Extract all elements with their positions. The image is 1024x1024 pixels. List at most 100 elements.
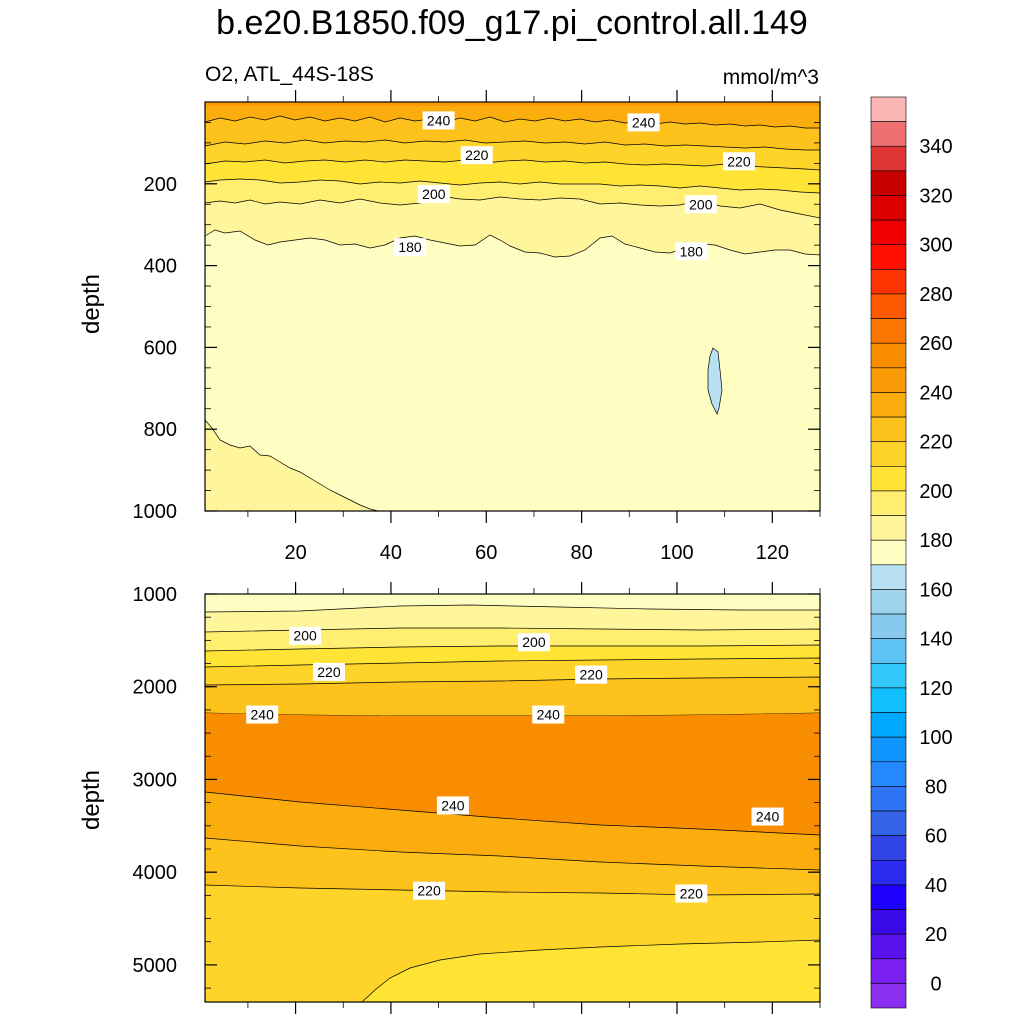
colorbar-box xyxy=(870,195,907,221)
colorbar-box xyxy=(870,859,907,886)
colorbar-box xyxy=(870,367,907,393)
contour-label-text: 220 xyxy=(579,667,603,683)
contour-label-text: 240 xyxy=(537,707,561,723)
contour-label-box xyxy=(675,884,708,903)
upper-deep-band xyxy=(204,419,379,512)
upper-xtick-label: 120 xyxy=(756,542,789,564)
colorbar-box xyxy=(870,244,907,270)
upper-xtick-label: 60 xyxy=(475,542,497,564)
colorbar-box xyxy=(870,170,907,196)
contour-label: 240 xyxy=(436,796,469,815)
chart-title: b.e20.B1850.f09_g17.pi_control.all.149 xyxy=(216,4,808,42)
colorbar-box xyxy=(870,736,907,763)
upper-low-oxygen-patch xyxy=(707,347,723,415)
contour-label: 220 xyxy=(413,881,446,900)
colorbar: 3403203002802602402202001801601401201008… xyxy=(870,96,953,1009)
contour-label-text: 240 xyxy=(632,114,656,130)
colorbar-box xyxy=(870,933,907,960)
contour-label-text: 180 xyxy=(398,239,422,255)
colorbar-box xyxy=(870,712,907,738)
lower-ytick-label: 1000 xyxy=(133,584,178,606)
lower-ytick-label: 3000 xyxy=(133,769,178,791)
colorbar-box xyxy=(870,269,907,295)
colorbar-box xyxy=(870,342,907,369)
colorbar-box xyxy=(870,318,907,344)
colorbar-box xyxy=(870,121,907,147)
colorbar-label: 280 xyxy=(919,284,952,306)
contour-label: 240 xyxy=(751,807,784,826)
contour-label-box xyxy=(246,705,279,724)
contour-label-box xyxy=(684,195,717,214)
colorbar-box xyxy=(870,515,907,541)
contour-label: 200 xyxy=(684,195,717,214)
contour-labels-layer: 240 240 220 220 200 200 180 180 200 200 220 220 240 2… xyxy=(246,111,784,903)
contour-label: 240 xyxy=(246,705,279,724)
upper-xtick-label: 20 xyxy=(284,542,306,564)
contour-label-box xyxy=(312,662,345,681)
lower-ytick-label: 4000 xyxy=(133,862,178,884)
contour-label-text: 240 xyxy=(441,797,465,813)
lower-frame xyxy=(204,593,821,1003)
colorbar-box xyxy=(870,466,907,492)
contour-label-text: 220 xyxy=(465,147,489,163)
upper-xtick-label: 100 xyxy=(660,542,693,564)
colorbar-label: 0 xyxy=(930,973,941,995)
contour-label-text: 240 xyxy=(251,707,275,723)
contour-label-box xyxy=(575,665,608,684)
contour-label-box xyxy=(722,152,755,171)
contour-label: 240 xyxy=(532,705,565,724)
contour-label-box xyxy=(289,626,322,645)
colorbar-label: 100 xyxy=(919,727,952,749)
colorbar-label: 20 xyxy=(925,924,947,946)
upper-ytick-label: 800 xyxy=(144,419,177,441)
upper-ytick-label: 400 xyxy=(144,256,177,278)
contour-label-text: 220 xyxy=(417,883,441,899)
upper-band-235 xyxy=(204,101,821,129)
colorbar-label: 340 xyxy=(919,136,952,158)
colorbar-box xyxy=(870,958,907,984)
colorbar-label: 80 xyxy=(925,776,947,798)
contour-label: 180 xyxy=(675,242,708,261)
colorbar-box xyxy=(870,490,907,516)
colorbar-box xyxy=(870,662,907,689)
contour-label-text: 240 xyxy=(756,809,780,825)
contour-label-box xyxy=(627,113,660,132)
colorbar-label: 160 xyxy=(919,579,952,601)
axes-layer: 200 400 600 800 1000 20 40 60 80 100 120 1000 2000 30… xyxy=(133,90,821,1014)
units-label: mmol/m^3 xyxy=(722,66,819,89)
chart-subtitle: O2, ATL_44S-18S xyxy=(205,63,374,86)
contour-label-box xyxy=(751,807,784,826)
contour-label-box xyxy=(394,238,426,257)
contour-label-box xyxy=(532,705,565,724)
colorbar-label: 180 xyxy=(919,530,952,552)
colorbar-label: 120 xyxy=(919,678,952,700)
contour-label-text: 220 xyxy=(727,153,751,169)
colorbar-label: 200 xyxy=(919,481,952,503)
colorbar-box xyxy=(870,564,907,590)
lower-ytick-label: 2000 xyxy=(133,677,178,699)
colorbar-label: 320 xyxy=(919,185,952,207)
upper-ytick-label: 600 xyxy=(144,337,177,359)
colorbar-box xyxy=(870,983,907,1009)
contour-label-text: 240 xyxy=(427,112,451,128)
colorbar-box xyxy=(870,761,907,787)
contour-label-box xyxy=(460,146,493,165)
colorbar-box xyxy=(870,392,907,418)
colorbar-box xyxy=(870,835,907,861)
contour-label-text: 200 xyxy=(422,186,446,202)
colorbar-label: 260 xyxy=(919,333,952,355)
colorbar-box xyxy=(870,687,907,713)
upper-contour-panel xyxy=(204,101,821,512)
colorbar-label: 60 xyxy=(925,826,947,848)
colorbar-label: 40 xyxy=(925,875,947,897)
upper-band-245 xyxy=(205,102,820,106)
contour-label-text: 180 xyxy=(680,243,704,259)
contour-label: 200 xyxy=(417,185,450,204)
contour-label: 220 xyxy=(722,152,755,171)
colorbar-box xyxy=(870,638,907,664)
contour-label-box xyxy=(675,242,708,261)
contour-label-text: 200 xyxy=(689,196,713,212)
contour-label-box xyxy=(436,796,469,815)
upper-xtick-label: 80 xyxy=(571,542,593,564)
